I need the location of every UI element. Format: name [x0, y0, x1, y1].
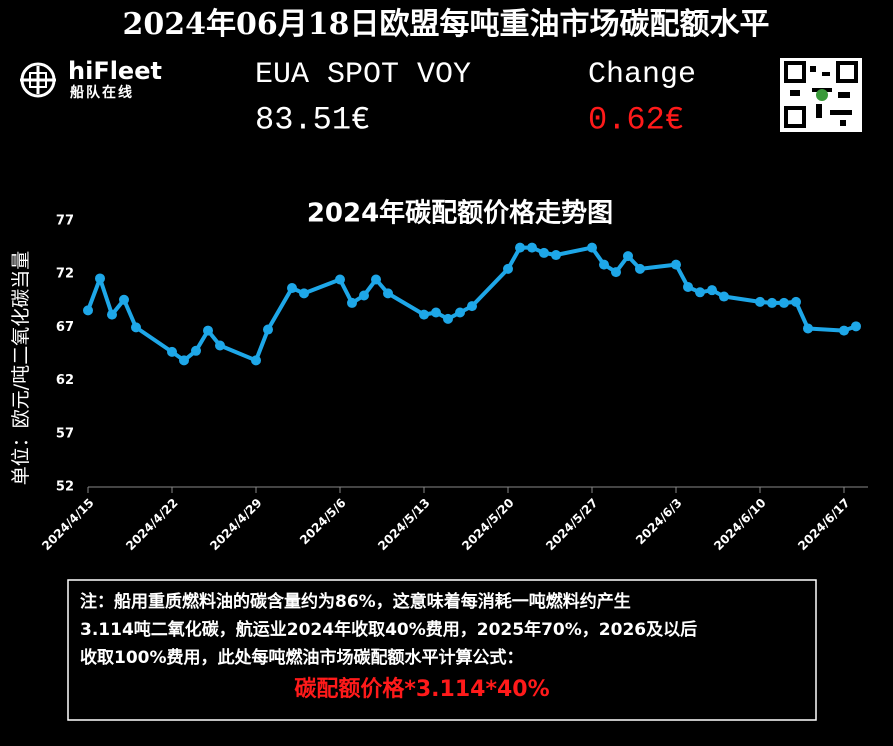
price-point	[251, 355, 261, 366]
price-point	[635, 263, 645, 274]
price-point	[359, 290, 369, 301]
y-tick-label: 77	[56, 214, 74, 229]
y-tick-label: 57	[56, 426, 74, 441]
price-point	[527, 242, 537, 253]
price-point	[83, 305, 93, 316]
x-tick-label: 2024/6/17	[795, 496, 852, 553]
price-point	[695, 287, 705, 298]
price-point	[131, 322, 141, 333]
change: 0.62€	[588, 101, 684, 138]
price-point	[755, 296, 765, 307]
price-point	[707, 285, 717, 296]
note-line: 注：船用重质燃料油的碳含量约为86%，这意味着每消耗一吨燃料约产生	[80, 591, 631, 612]
price-point	[671, 259, 681, 270]
price-point	[767, 297, 777, 308]
x-tick-label: 2024/6/3	[633, 496, 685, 548]
x-tick-label: 2024/6/10	[711, 496, 768, 553]
note-box	[67, 579, 817, 721]
price-point	[299, 288, 309, 299]
change-label: Change	[588, 58, 696, 92]
price-point	[551, 250, 561, 261]
price-point	[335, 274, 345, 285]
y-axis-label: 单位：欧元/吨二氧化碳当量	[10, 251, 32, 485]
y-tick-label: 52	[56, 480, 74, 495]
note-line: 收取100%费用，此处每吨燃油市场碳配额水平计算公式：	[80, 647, 524, 668]
page-title: 2024年06月18日欧盟每吨重油市场碳配额水平	[123, 7, 770, 42]
x-tick-label: 2024/4/22	[123, 496, 180, 553]
price-point	[515, 242, 525, 253]
price-point	[779, 297, 789, 308]
price-point	[179, 355, 189, 366]
price-point	[539, 247, 549, 258]
price-point	[611, 267, 621, 278]
logo-sub: 船队在线	[70, 84, 134, 101]
price-line	[86, 245, 857, 363]
price-point	[371, 274, 381, 285]
logo	[20, 62, 56, 98]
price-point	[683, 281, 693, 292]
chart-title: 2024年碳配额价格走势图	[307, 198, 613, 229]
price-point	[803, 323, 813, 334]
price-point	[851, 321, 861, 332]
price-point	[263, 324, 273, 335]
price-point	[467, 301, 477, 312]
y-tick-label: 72	[56, 267, 74, 282]
price-point	[167, 346, 177, 357]
price-point	[719, 291, 729, 302]
y-tick-label: 62	[56, 373, 74, 388]
note-formula: 碳配额价格*3.114*40%	[294, 676, 549, 702]
price-point	[443, 313, 453, 324]
x-tick-label: 2024/5/6	[297, 496, 349, 548]
price-point	[203, 325, 213, 336]
x-tick-label: 2024/4/29	[207, 496, 264, 553]
price-point	[431, 307, 441, 318]
price-point	[383, 288, 393, 299]
price-point	[95, 273, 105, 284]
price-point	[347, 297, 357, 308]
price-point	[287, 283, 297, 294]
qr-code	[780, 58, 862, 132]
price-point	[503, 263, 513, 274]
price-point	[215, 340, 225, 351]
price-point	[839, 325, 849, 336]
price-point	[599, 259, 609, 270]
price-point	[587, 242, 597, 253]
y-tick-label: 67	[56, 320, 74, 335]
note-line: 3.114吨二氧化碳，航运业2024年收取40%费用，2025年70%，2026…	[80, 619, 697, 640]
price-point	[107, 309, 117, 320]
price-point	[191, 345, 201, 356]
x-tick-label: 2024/5/20	[459, 496, 516, 553]
price-point	[419, 309, 429, 320]
price-label: EUA SPOT VOY	[255, 58, 471, 92]
x-tick-label: 2024/4/15	[39, 496, 96, 553]
price-point	[455, 307, 465, 318]
x-tick-label: 2024/5/13	[375, 496, 432, 553]
price-point	[119, 294, 129, 305]
logo-name: hiFleet	[68, 57, 162, 85]
price-point	[791, 296, 801, 307]
price: 83.51€	[255, 101, 370, 138]
price-point	[623, 251, 633, 262]
x-tick-label: 2024/5/27	[543, 496, 600, 553]
